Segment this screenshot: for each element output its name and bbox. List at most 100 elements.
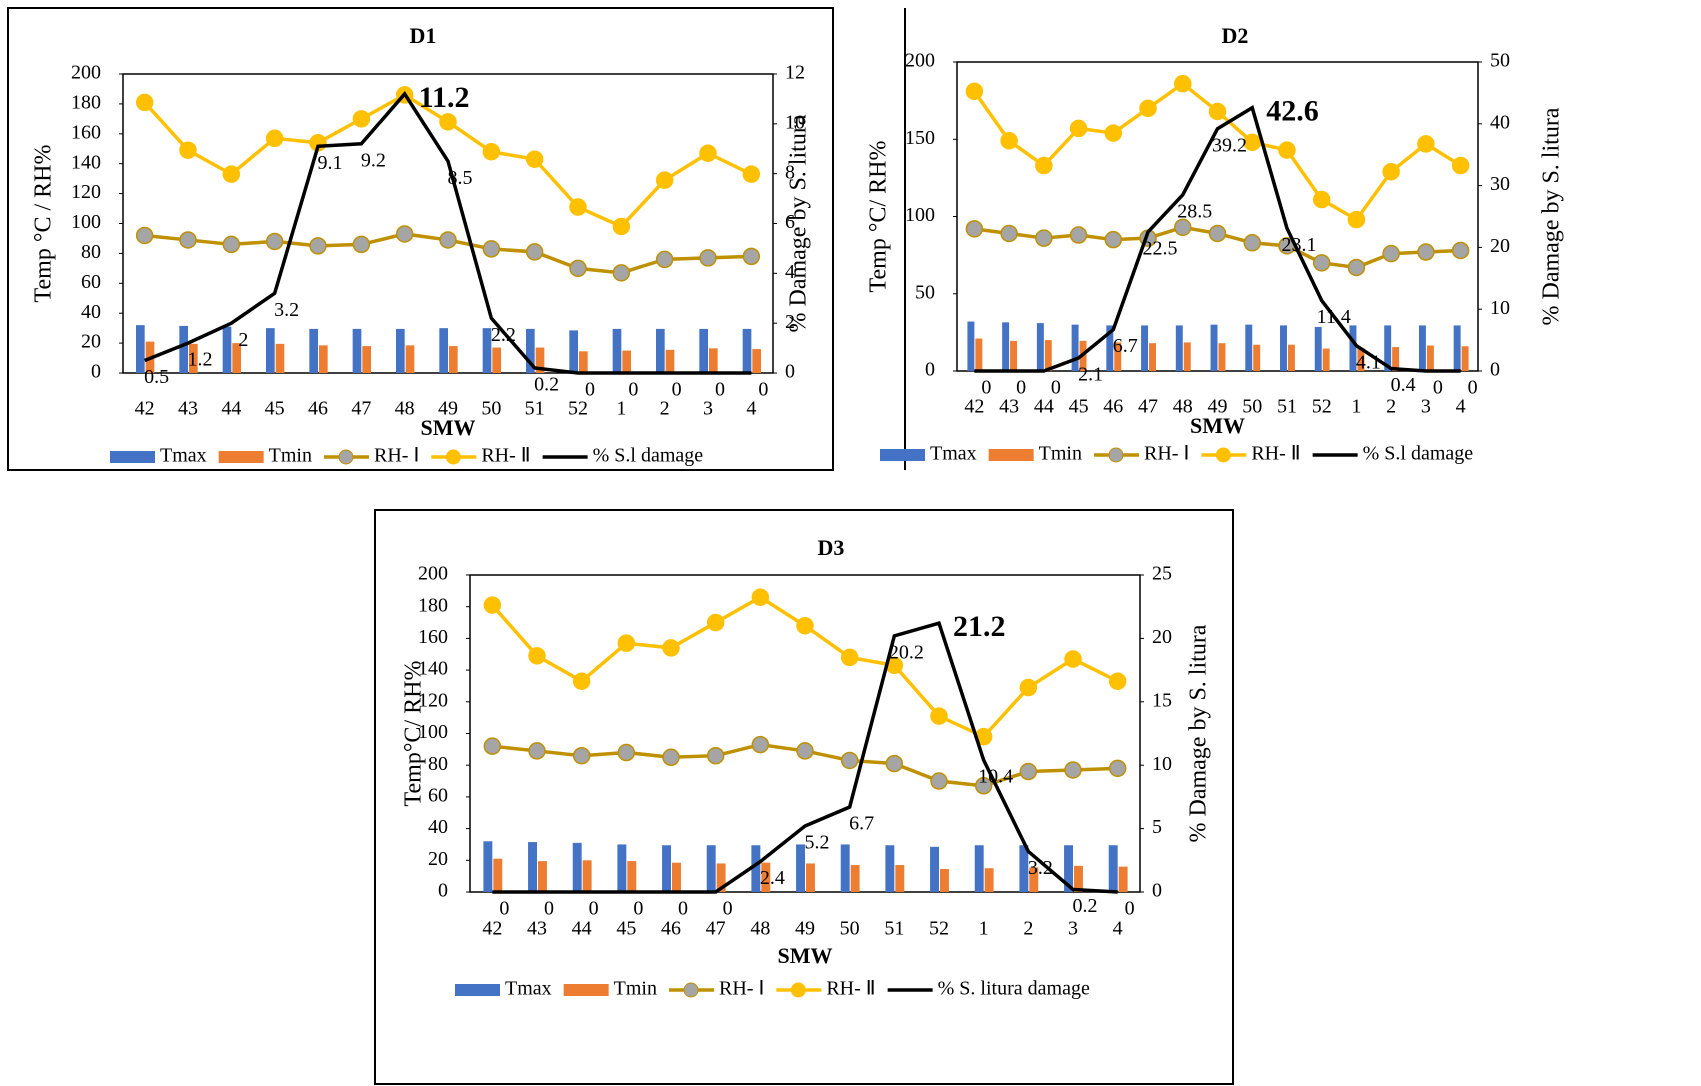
marker xyxy=(1108,672,1127,690)
marker xyxy=(1104,230,1123,249)
bar xyxy=(275,343,285,373)
bar xyxy=(665,349,675,373)
data-label: 0 xyxy=(585,379,595,401)
bar xyxy=(222,326,232,373)
bar xyxy=(975,338,983,371)
legend-label: RH- Ⅱ xyxy=(481,445,530,467)
chart-title: D3 xyxy=(818,535,845,560)
marker xyxy=(1019,678,1038,697)
bar xyxy=(1183,342,1191,371)
bar xyxy=(1392,347,1400,371)
x-tick-label: 3 xyxy=(1421,396,1431,418)
legend-marker xyxy=(790,982,806,998)
bar xyxy=(1029,867,1039,892)
x-tick-label: 47 xyxy=(706,918,726,940)
data-label: 0 xyxy=(628,379,638,401)
bar xyxy=(1149,343,1156,371)
marker xyxy=(751,588,770,606)
bar xyxy=(1245,324,1253,371)
bar xyxy=(806,863,815,892)
x-tick-label: 48 xyxy=(750,918,770,940)
x-tick-label: 3 xyxy=(703,398,713,420)
legend-label: Tmax xyxy=(160,445,207,467)
data-label: 0 xyxy=(633,898,643,920)
peak-label: 42.6 xyxy=(1266,95,1319,128)
legend-label: RH- Ⅰ xyxy=(1144,443,1189,465)
marker xyxy=(751,735,770,754)
marker xyxy=(840,751,859,770)
data-label: 0.4 xyxy=(1391,374,1416,396)
marker xyxy=(1064,650,1082,668)
marker xyxy=(439,231,457,249)
line xyxy=(144,91,752,375)
y-axis-title: Temp °C / RH% xyxy=(31,145,57,303)
marker xyxy=(617,743,636,762)
data-label: 9.2 xyxy=(361,149,386,171)
data-label: 22.5 xyxy=(1143,238,1178,260)
marker xyxy=(612,264,631,282)
data-label: 28.5 xyxy=(1177,200,1212,222)
x-tick-label: 43 xyxy=(178,398,198,420)
y-tick-label: 200 xyxy=(71,62,101,84)
y-tick-label: 0 xyxy=(91,361,101,383)
bar xyxy=(1461,346,1469,371)
marker xyxy=(482,142,501,161)
marker xyxy=(662,639,680,657)
data-label: 0 xyxy=(544,898,554,920)
x-tick-label: 48 xyxy=(1173,396,1193,418)
legend-label: RH- Ⅱ xyxy=(1251,443,1300,465)
bar xyxy=(1036,323,1044,371)
legend-marker xyxy=(1108,447,1124,463)
data-label: 39.2 xyxy=(1212,134,1247,156)
y-tick-label: 20 xyxy=(428,848,448,870)
bar xyxy=(967,321,975,371)
bar xyxy=(984,868,994,892)
data-label: 0 xyxy=(1433,377,1443,399)
x-tick-label: 4 xyxy=(1456,396,1466,418)
marker xyxy=(352,110,371,128)
marker xyxy=(617,634,636,652)
y2-tick-label: 10 xyxy=(785,111,805,133)
legend-label: Tmax xyxy=(930,443,977,465)
x-tick-label: 2 xyxy=(1023,918,1033,940)
marker xyxy=(572,746,591,765)
legend-swatch xyxy=(110,451,155,463)
marker xyxy=(1278,141,1296,159)
y2-tick-label: 8 xyxy=(785,161,795,183)
marker xyxy=(1382,244,1400,263)
y2-tick-label: 40 xyxy=(1490,111,1510,133)
marker xyxy=(179,141,197,159)
y2-tick-label: 20 xyxy=(1152,626,1172,648)
bar xyxy=(656,328,665,373)
legend-label: Tmax xyxy=(505,978,552,1000)
marker xyxy=(1382,162,1400,181)
panel-border xyxy=(374,509,1234,1085)
x-tick-label: 46 xyxy=(1103,396,1123,418)
y2-tick-label: 2 xyxy=(785,311,795,333)
bar xyxy=(672,862,681,892)
marker xyxy=(569,259,587,278)
bar xyxy=(761,862,771,892)
bar xyxy=(538,861,547,892)
data-label: 6.7 xyxy=(1113,335,1138,357)
bar xyxy=(1106,325,1114,371)
bar xyxy=(1280,325,1287,371)
bar xyxy=(189,343,198,373)
marker xyxy=(1000,132,1018,150)
x-tick-label: 44 xyxy=(1034,396,1054,418)
marker xyxy=(1108,759,1127,778)
bar xyxy=(706,845,716,892)
y-tick-label: 120 xyxy=(418,689,448,711)
legend-label: RH- Ⅰ xyxy=(719,978,764,1000)
data-label: 20.2 xyxy=(889,641,924,663)
y-tick-label: 180 xyxy=(71,91,101,113)
x-tick-label: 45 xyxy=(265,398,285,420)
bar xyxy=(1064,845,1073,892)
bar xyxy=(617,844,627,892)
data-label: 4.1 xyxy=(1356,351,1381,373)
y2-tick-label: 5 xyxy=(1152,816,1162,838)
bar xyxy=(1349,325,1357,371)
bar xyxy=(716,863,726,892)
x-tick-label: 42 xyxy=(482,918,502,940)
marker xyxy=(482,240,501,258)
